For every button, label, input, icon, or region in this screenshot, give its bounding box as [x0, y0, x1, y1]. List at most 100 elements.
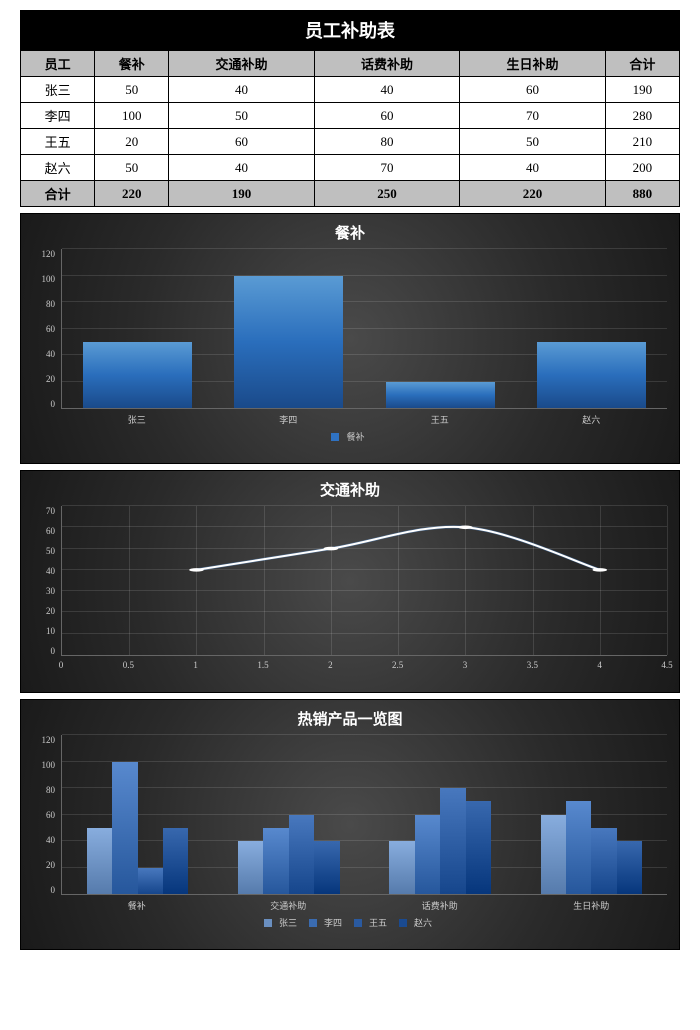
y-tick-label: 120 [33, 735, 55, 745]
subsidy-table: 员工餐补交通补助话费补助生日补助合计 张三50404060190李四100506… [20, 50, 680, 207]
x-tick-label: 2 [328, 660, 333, 670]
table-cell: 合计 [21, 181, 95, 207]
bar [541, 815, 566, 895]
x-tick-label: 交通补助 [213, 899, 365, 912]
bar [415, 815, 440, 895]
y-tick-label: 50 [33, 546, 55, 556]
chart-meal-subsidy: 餐补 020406080100120 张三李四王五赵六 餐补 [20, 213, 680, 464]
bar [112, 762, 137, 895]
table-cell: 60 [314, 103, 460, 129]
y-tick-label: 10 [33, 626, 55, 636]
bar [440, 788, 465, 894]
table-cell: 220 [95, 181, 169, 207]
table-cell: 60 [169, 129, 315, 155]
legend-item: 李四 [309, 916, 346, 929]
table-header-cell: 合计 [605, 51, 679, 77]
table-cell: 50 [169, 103, 315, 129]
bar [238, 841, 263, 894]
table-cell: 880 [605, 181, 679, 207]
table-row: 张三50404060190 [21, 77, 680, 103]
x-tick-label: 0.5 [123, 660, 134, 670]
x-tick-label: 3 [463, 660, 468, 670]
x-tick-label: 生日补助 [516, 899, 668, 912]
table-cell: 190 [169, 181, 315, 207]
table-cell: 250 [314, 181, 460, 207]
y-tick-label: 20 [33, 606, 55, 616]
chart2-title: 交通补助 [33, 479, 667, 500]
x-tick-label: 话费补助 [364, 899, 516, 912]
x-tick-label: 4.5 [661, 660, 672, 670]
table-cell: 210 [605, 129, 679, 155]
table-cell: 100 [95, 103, 169, 129]
bar [466, 801, 491, 894]
bar [87, 828, 112, 894]
table-header-cell: 员工 [21, 51, 95, 77]
x-tick-label: 王五 [364, 413, 516, 426]
table-header-cell: 交通补助 [169, 51, 315, 77]
x-tick-label: 3.5 [527, 660, 538, 670]
chart-transport-subsidy: 交通补助 010203040506070 00.511.522.533.544.… [20, 470, 680, 693]
y-tick-label: 0 [33, 646, 55, 656]
y-tick-label: 40 [33, 835, 55, 845]
x-tick-label: 赵六 [516, 413, 668, 426]
x-tick-label: 张三 [61, 413, 213, 426]
table-cell: 20 [95, 129, 169, 155]
bar [386, 382, 495, 409]
y-tick-label: 70 [33, 506, 55, 516]
bar [138, 868, 163, 895]
table-cell: 70 [460, 103, 606, 129]
table-cell: 280 [605, 103, 679, 129]
table-cell: 50 [95, 155, 169, 181]
y-tick-label: 60 [33, 324, 55, 334]
y-tick-label: 120 [33, 249, 55, 259]
y-tick-label: 60 [33, 810, 55, 820]
bar [163, 828, 188, 894]
table-total-row: 合计220190250220880 [21, 181, 680, 207]
bar [617, 841, 642, 894]
table-cell: 40 [169, 155, 315, 181]
table-header-cell: 生日补助 [460, 51, 606, 77]
table-row: 王五20608050210 [21, 129, 680, 155]
table-row: 赵六50407040200 [21, 155, 680, 181]
table-row: 李四100506070280 [21, 103, 680, 129]
y-tick-label: 100 [33, 760, 55, 770]
table-cell: 70 [314, 155, 460, 181]
legend-item: 张三 [264, 916, 301, 929]
x-tick-label: 0 [59, 660, 64, 670]
page-title: 员工补助表 [20, 10, 680, 50]
y-tick-label: 100 [33, 274, 55, 284]
bar [263, 828, 288, 894]
x-tick-label: 餐补 [61, 899, 213, 912]
bar [566, 801, 591, 894]
y-tick-label: 80 [33, 785, 55, 795]
table-cell: 王五 [21, 129, 95, 155]
table-cell: 200 [605, 155, 679, 181]
table-cell: 40 [460, 155, 606, 181]
bar [389, 841, 414, 894]
table-cell: 50 [460, 129, 606, 155]
chart-product-overview: 热销产品一览图 020406080100120 餐补交通补助话费补助生日补助 张… [20, 699, 680, 950]
table-header-cell: 餐补 [95, 51, 169, 77]
bar [314, 841, 339, 894]
legend-item: 赵六 [399, 916, 436, 929]
y-tick-label: 40 [33, 566, 55, 576]
chart3-legend: 张三李四王五赵六 [33, 916, 667, 929]
legend-item: 王五 [354, 916, 391, 929]
table-cell: 40 [169, 77, 315, 103]
bar [83, 342, 192, 408]
table-cell: 60 [460, 77, 606, 103]
x-tick-label: 1.5 [257, 660, 268, 670]
table-cell: 190 [605, 77, 679, 103]
y-tick-label: 0 [33, 399, 55, 409]
table-cell: 赵六 [21, 155, 95, 181]
table-cell: 张三 [21, 77, 95, 103]
y-tick-label: 30 [33, 586, 55, 596]
table-cell: 40 [314, 77, 460, 103]
page: 员工补助表 员工餐补交通补助话费补助生日补助合计 张三50404060190李四… [0, 0, 700, 970]
y-tick-label: 60 [33, 526, 55, 536]
x-tick-label: 2.5 [392, 660, 403, 670]
x-tick-label: 李四 [213, 413, 365, 426]
y-tick-label: 40 [33, 349, 55, 359]
y-tick-label: 20 [33, 374, 55, 384]
bar [234, 276, 343, 409]
